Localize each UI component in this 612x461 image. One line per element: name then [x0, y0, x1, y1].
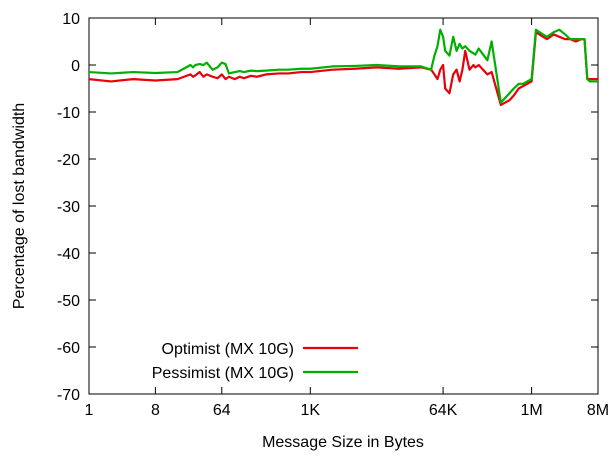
y-tick-label: 0: [71, 58, 80, 75]
y-tick-label: -20: [57, 152, 80, 169]
series-layer: [89, 28, 598, 107]
y-axis-ticks: 10 0 -10 -20 -30 -40 -50 -60 -70: [57, 11, 598, 404]
legend: Optimist (MX 10G) Pessimist (MX 10G): [152, 341, 358, 382]
y-tick-label: -50: [57, 293, 80, 310]
y-tick-label: -40: [57, 246, 80, 263]
x-tick-label: 1M: [520, 402, 542, 419]
legend-label: Pessimist (MX 10G): [152, 365, 294, 382]
plot-area-frame: [88, 17, 599, 395]
y-axis-label: Percentage of lost bandwidth: [11, 103, 28, 309]
y-tick-label: 10: [62, 11, 80, 28]
x-axis-ticks: 1 8 64 1K 64K 1M 8M: [85, 18, 609, 419]
y-tick-label: -10: [57, 105, 80, 122]
legend-label: Optimist (MX 10G): [162, 341, 294, 358]
x-tick-label: 8M: [587, 402, 609, 419]
series-line-optimist: [89, 30, 598, 107]
y-tick-label: -30: [57, 199, 80, 216]
x-tick-label: 64: [213, 402, 231, 419]
y-tick-label: -60: [57, 340, 80, 357]
x-tick-label: 1: [85, 402, 94, 419]
x-tick-label: 1K: [301, 402, 321, 419]
series-line-pessimist: [89, 28, 598, 104]
x-axis-label: Message Size in Bytes: [262, 434, 424, 451]
x-tick-label: 64K: [429, 402, 458, 419]
x-tick-label: 8: [151, 402, 160, 419]
y-tick-label: -70: [57, 387, 80, 404]
